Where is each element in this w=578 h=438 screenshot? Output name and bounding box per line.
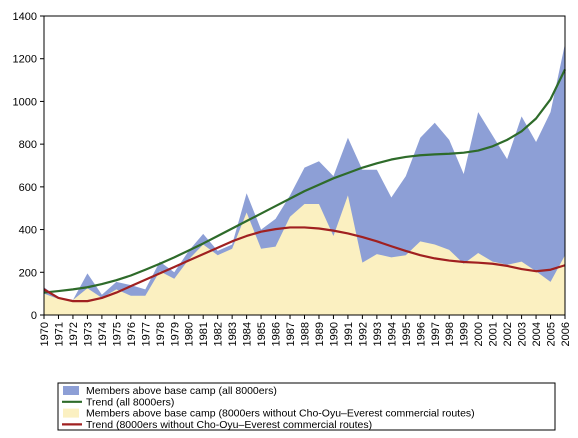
line-layer [43, 68, 566, 303]
x-tick-label: 1992 [357, 322, 369, 346]
legend-label-0: Members above base camp (all 8000ers) [86, 385, 277, 397]
trend-line-3 [43, 226, 566, 303]
y-tick-label: 0 [31, 310, 37, 322]
legend-label-1: Trend (all 8000ers) [86, 396, 174, 408]
y-tick-label: 400 [19, 225, 37, 237]
x-tick-label: 2005 [546, 322, 558, 346]
x-tick-label: 1979 [169, 322, 181, 346]
x-tick-label: 1973 [82, 322, 94, 346]
x-tick-label: 1999 [459, 322, 471, 346]
x-tick-label: 1996 [415, 322, 427, 346]
x-tick-label: 2006 [560, 322, 572, 346]
legend-swatch-2 [63, 408, 79, 418]
x-tick-label: 1997 [430, 322, 442, 346]
x-tick-label: 1981 [198, 322, 210, 346]
y-axis: 0 200 400 600 800 1000 1200 1400 [13, 11, 44, 322]
x-tick-label: 1988 [300, 322, 312, 346]
x-tick-label: 1984 [242, 322, 254, 346]
legend-swatch-0 [63, 386, 79, 395]
x-tick-label: 1971 [53, 322, 65, 346]
x-tick-label: 2003 [517, 322, 529, 346]
x-tick-label: 1974 [97, 322, 109, 346]
x-tick-label: 1993 [372, 322, 384, 346]
x-tick-label: 1986 [271, 322, 283, 346]
x-tick-label: 2000 [473, 322, 485, 346]
x-tick-label: 1982 [213, 322, 225, 346]
x-axis: 1970 1971 1972 1973 1974 1975 1976 1977 1978 1979… [39, 315, 572, 346]
x-tick-label: 1975 [111, 322, 123, 346]
x-tick-label: 1980 [184, 322, 196, 346]
trend-line-1 [43, 68, 566, 294]
x-tick-label: 2004 [531, 322, 543, 346]
y-tick-label: 1000 [13, 96, 37, 108]
x-tick-label: 1991 [343, 322, 355, 346]
x-tick-label: 1995 [401, 322, 413, 346]
legend-label-3: Trend (8000ers without Cho-Oyu–Everest c… [86, 419, 372, 431]
legend-frame [57, 382, 556, 431]
area-series-2 [44, 195, 565, 315]
x-tick-label: 1987 [285, 322, 297, 346]
y-tick-label: 1200 [13, 54, 37, 66]
x-tick-label: 1989 [314, 322, 326, 346]
y-tick-label: 1400 [13, 11, 37, 23]
x-tick-label: 1985 [256, 322, 268, 346]
x-tick-label: 1978 [155, 322, 167, 346]
y-tick-label: 800 [19, 139, 37, 151]
x-tick-label: 1990 [328, 322, 340, 346]
legend-label-2: Members above base camp (8000ers without… [86, 408, 475, 420]
x-tick-label: 1976 [126, 322, 138, 346]
area-layer [44, 43, 565, 315]
x-tick-label: 2002 [502, 322, 514, 346]
x-tick-label: 1994 [386, 322, 398, 346]
x-tick-label: 1972 [68, 322, 80, 346]
y-tick-label: 200 [19, 267, 37, 279]
x-tick-label: 1977 [140, 322, 152, 346]
x-tick-label: 1983 [227, 322, 239, 346]
x-tick-label: 2001 [488, 322, 500, 346]
legend: Members above base camp (all 8000ers)Tre… [57, 382, 556, 431]
x-tick-label: 1970 [39, 322, 51, 346]
x-tick-label: 1998 [444, 322, 456, 346]
y-tick-label: 600 [19, 182, 37, 194]
